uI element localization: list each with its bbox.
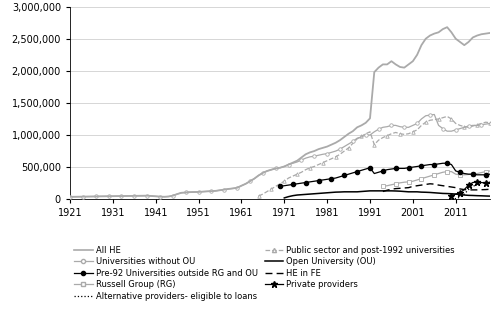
Legend: All HE, Universities without OU, Pre-92 Universities outside RG and OU, Russell : All HE, Universities without OU, Pre-92 … (74, 246, 455, 301)
